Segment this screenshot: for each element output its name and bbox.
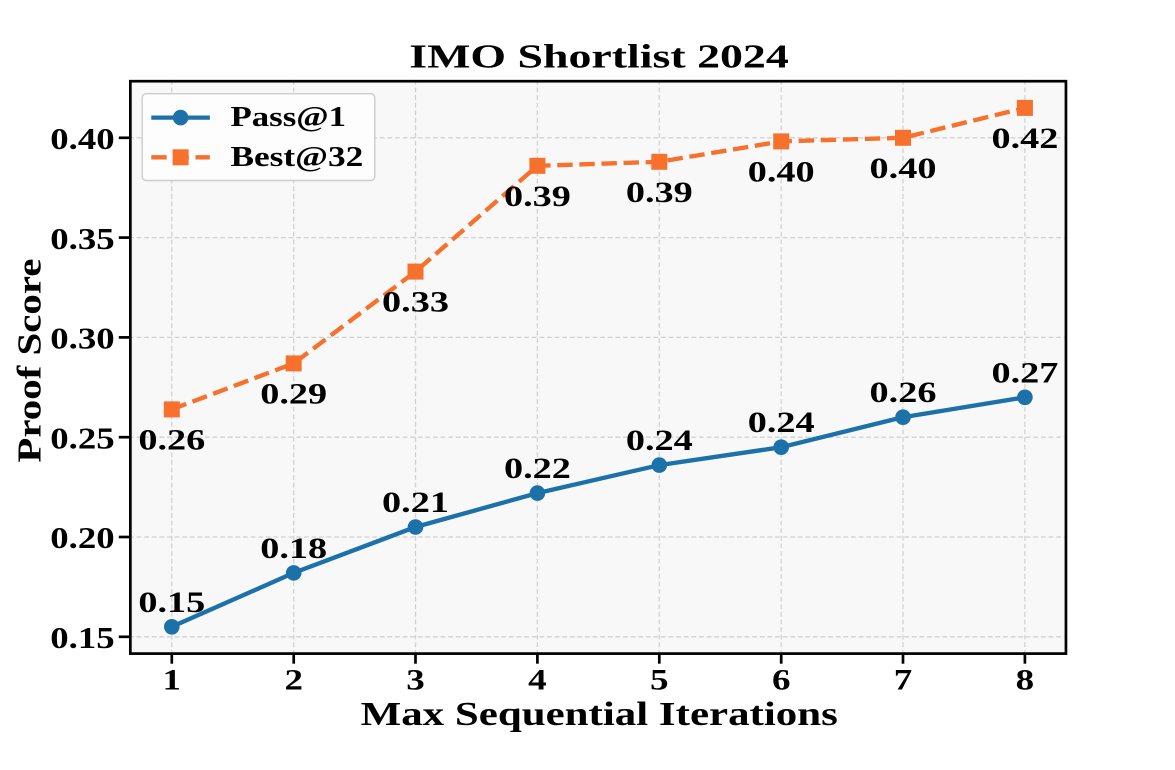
svg-text:0.40: 0.40 (50, 123, 114, 156)
svg-text:0.39: 0.39 (504, 180, 571, 213)
svg-text:0.35: 0.35 (50, 223, 114, 256)
svg-text:0.26: 0.26 (870, 376, 937, 409)
svg-text:0.33: 0.33 (382, 285, 449, 318)
svg-text:0.24: 0.24 (748, 406, 815, 439)
svg-text:0.27: 0.27 (991, 356, 1058, 389)
svg-text:7: 7 (894, 664, 912, 697)
svg-text:0.21: 0.21 (382, 486, 449, 519)
svg-text:0.24: 0.24 (626, 424, 693, 457)
svg-text:0.29: 0.29 (260, 377, 327, 410)
svg-text:0.22: 0.22 (504, 452, 571, 485)
svg-text:2: 2 (284, 664, 302, 697)
svg-text:5: 5 (650, 664, 668, 697)
svg-text:0.15: 0.15 (50, 622, 114, 655)
svg-text:0.26: 0.26 (138, 423, 205, 456)
svg-text:1: 1 (163, 664, 181, 697)
svg-text:4: 4 (528, 664, 547, 697)
svg-text:0.39: 0.39 (626, 176, 693, 209)
svg-text:0.42: 0.42 (991, 122, 1058, 155)
svg-text:0.40: 0.40 (870, 152, 937, 185)
svg-text:Best@32: Best@32 (231, 140, 364, 172)
svg-text:Proof Score: Proof Score (11, 259, 49, 463)
svg-text:3: 3 (406, 664, 424, 697)
svg-text:Max Sequential Iterations: Max Sequential Iterations (361, 696, 838, 733)
svg-text:8: 8 (1016, 664, 1034, 697)
svg-text:6: 6 (772, 664, 790, 697)
svg-text:IMO Shortlist 2024: IMO Shortlist 2024 (409, 37, 789, 75)
svg-text:0.30: 0.30 (50, 323, 114, 356)
svg-text:0.18: 0.18 (260, 532, 327, 565)
svg-text:0.15: 0.15 (138, 586, 205, 619)
svg-text:0.40: 0.40 (748, 155, 815, 188)
svg-text:0.25: 0.25 (50, 422, 114, 455)
svg-text:0.20: 0.20 (50, 522, 114, 555)
svg-text:Pass@1: Pass@1 (231, 101, 347, 132)
